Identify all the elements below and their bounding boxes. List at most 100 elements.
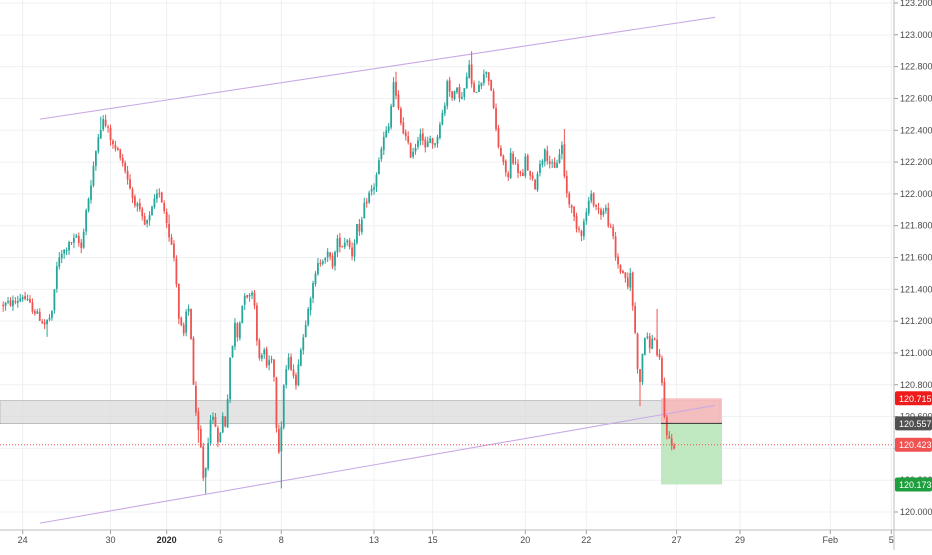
candle-body [468, 64, 471, 78]
candle-body [517, 163, 519, 173]
candle-body [378, 160, 380, 174]
candle-body [395, 81, 397, 96]
y-tick-label: 122.600 [900, 93, 932, 103]
candle-body [324, 258, 327, 261]
candle-body [553, 161, 556, 168]
candle-body [419, 134, 422, 142]
candle-body [399, 108, 402, 124]
candle-body [109, 127, 112, 141]
x-tick-label: 29 [735, 535, 745, 545]
y-tick-label: 121.200 [900, 316, 932, 326]
candle-body [141, 208, 144, 217]
candle-body [661, 357, 663, 383]
candle-body [336, 238, 339, 253]
candle-body [153, 198, 156, 208]
candle-body [407, 136, 410, 143]
y-tick-label: 122.000 [900, 189, 932, 199]
candle-body [573, 206, 576, 217]
candle-body [158, 192, 161, 194]
candle-body [512, 153, 515, 164]
candle-body [124, 162, 127, 172]
candle-body [529, 171, 532, 176]
candle-body [509, 152, 512, 179]
candle-body [541, 160, 544, 165]
candle-body [387, 126, 390, 131]
x-tick-label: 30 [106, 535, 116, 545]
candle-body [531, 175, 534, 179]
price-badge[interactable]: 120.173 [895, 477, 932, 492]
candle-body [465, 76, 468, 89]
candle-body [346, 240, 349, 243]
candle-body [578, 228, 580, 230]
candle-body [385, 130, 388, 138]
candle-body [12, 300, 14, 307]
candle-body [304, 325, 307, 338]
channel-lower-line[interactable] [39, 404, 716, 524]
candle-body [170, 237, 173, 245]
price-badge-label: 120.715 [899, 394, 932, 404]
candle-body [309, 298, 312, 311]
candle-body [490, 79, 493, 91]
candle-body [546, 150, 549, 161]
price-badge[interactable]: 120.715 [895, 391, 932, 406]
candle-body [180, 317, 183, 326]
candle-body [561, 145, 563, 155]
candle-body [351, 247, 353, 257]
stop-loss-zone[interactable] [661, 398, 722, 424]
candle-body [258, 340, 261, 358]
candle-body [256, 305, 258, 341]
candle-body [373, 187, 375, 190]
candle-body [446, 81, 449, 107]
candle-body [94, 151, 97, 166]
candle-body [60, 253, 63, 259]
candle-body [182, 324, 185, 334]
candle-body [597, 208, 600, 210]
candle-body [173, 243, 175, 258]
price-badge-bg [895, 437, 932, 452]
candle-body [502, 155, 505, 163]
candle-body [343, 242, 346, 248]
candle-body [495, 108, 497, 130]
candle-body [470, 64, 473, 84]
candle-body [197, 411, 200, 431]
price-badge-label: 120.423 [899, 440, 932, 450]
candle-body [482, 74, 485, 83]
grid [0, 0, 894, 530]
candle-body [595, 204, 597, 207]
candle-body [368, 192, 371, 203]
candle-body [382, 136, 385, 150]
candle-body [282, 385, 285, 428]
x-tick-label: 15 [428, 535, 438, 545]
candle-body [224, 416, 227, 427]
supply-zone[interactable] [0, 400, 721, 425]
candle-body [673, 445, 676, 449]
candle-body [619, 264, 622, 272]
candle-body [43, 322, 46, 325]
candle-body [16, 300, 19, 303]
candle-body [219, 432, 222, 443]
time-axis[interactable]: 24 30 2020 6 8 13 15 20 22 27 29 Feb 5 [0, 529, 932, 545]
price-axis[interactable]: 120.000120.200120.400120.600120.800121.0… [893, 0, 932, 550]
price-badge[interactable]: 120.557 [895, 416, 932, 431]
take-profit-zone[interactable] [661, 423, 722, 485]
price-badge-bg [895, 391, 932, 406]
candle-body [129, 179, 131, 189]
candle-body [353, 243, 356, 257]
candle-body [426, 141, 429, 148]
candle-body [475, 91, 478, 93]
candle-body [570, 205, 573, 208]
candle-body [617, 256, 619, 265]
candle-body [312, 283, 314, 299]
candle-body [85, 210, 88, 232]
candle-body [421, 133, 424, 141]
candle-body [29, 298, 31, 303]
price-badge[interactable]: 120.423 [895, 437, 932, 452]
candle-body [458, 87, 461, 98]
channel-upper-line[interactable] [39, 16, 716, 120]
candle-body [402, 122, 405, 134]
candle-body [356, 223, 358, 244]
candle-body [4, 302, 7, 306]
candle-body [380, 149, 383, 160]
